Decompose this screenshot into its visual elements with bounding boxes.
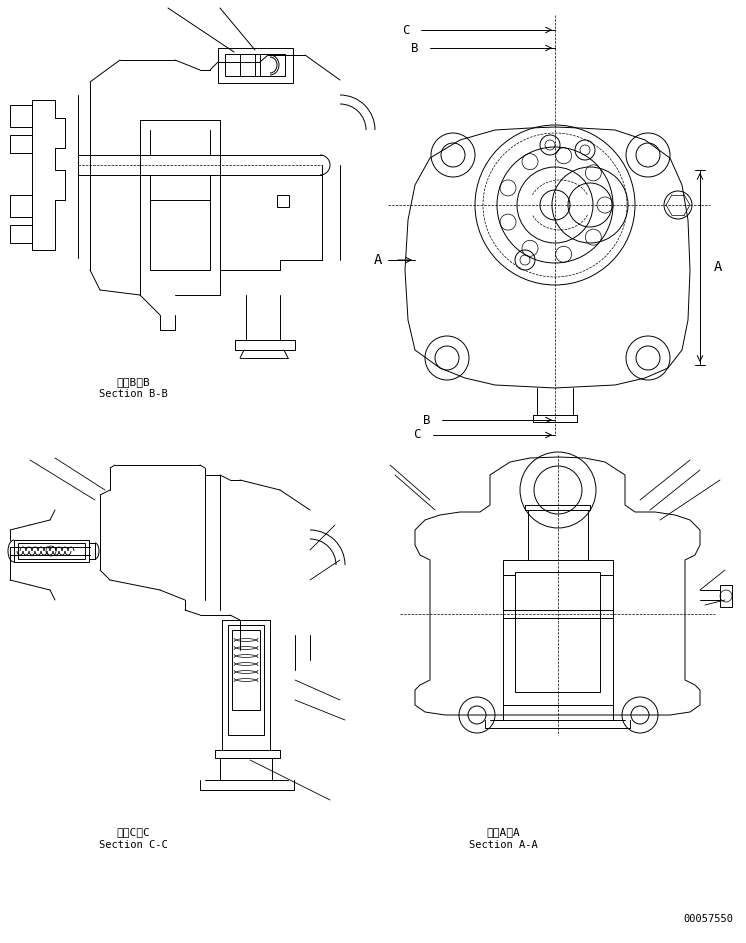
Bar [225, 54, 285, 76]
Text: 00057550: 00057550 [683, 914, 733, 924]
Bar [10, 135, 32, 153]
Bar [228, 625, 264, 735]
Bar [10, 225, 32, 243]
Bar [503, 560, 613, 705]
Text: Section B-B: Section B-B [98, 389, 167, 399]
Text: Section C-C: Section C-C [98, 840, 167, 850]
Text: C: C [403, 24, 410, 37]
Text: A: A [714, 260, 722, 274]
Bar [14, 540, 89, 562]
Bar [277, 195, 289, 207]
Text: 断面A－A: 断面A－A [486, 827, 520, 837]
Bar [232, 630, 260, 710]
Text: Section A-A: Section A-A [468, 840, 537, 850]
Bar [150, 200, 210, 270]
Bar [10, 105, 32, 127]
Bar [720, 585, 732, 607]
Text: 断面C－C: 断面C－C [116, 827, 150, 837]
Bar [515, 572, 600, 692]
Text: B: B [422, 413, 430, 426]
Text: B: B [410, 41, 418, 55]
Bar [18, 543, 85, 559]
Text: 断面B－B: 断面B－B [116, 377, 150, 387]
Bar [10, 195, 32, 217]
Text: C: C [413, 428, 421, 441]
Bar [218, 48, 293, 83]
Text: A: A [374, 253, 383, 267]
